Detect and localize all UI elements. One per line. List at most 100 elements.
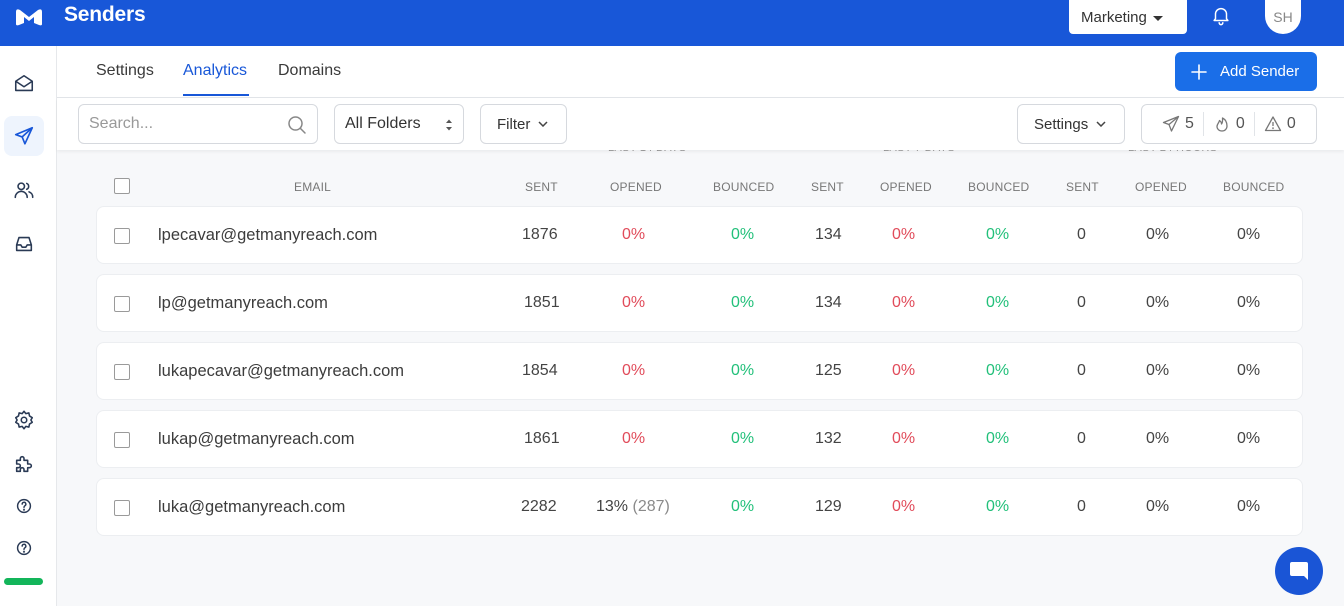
warning-count-value: 0	[1286, 115, 1296, 132]
settings-dropdown[interactable]: Settings	[1017, 104, 1125, 144]
bounced-14d: 0%	[731, 430, 755, 447]
sent-14d: 2282	[521, 498, 557, 515]
chevron-down-icon	[538, 121, 548, 127]
bounced-24h: 0%	[1237, 226, 1261, 243]
sidebar-item-unibox[interactable]	[4, 224, 44, 264]
sender-email[interactable]: lukap@getmanyreach.com	[158, 430, 355, 448]
opened-24h: 0%	[1146, 362, 1170, 379]
sender-email[interactable]: lpecavar@getmanyreach.com	[158, 226, 378, 244]
header-opened-14d[interactable]: OPENED	[610, 180, 662, 194]
header-opened-24h[interactable]: OPENED	[1135, 180, 1187, 194]
tab-analytics[interactable]: Analytics	[183, 62, 248, 79]
opened-14d: 13% (287)	[596, 498, 670, 516]
sent-14d: 1861	[524, 430, 560, 447]
warmup-count-value: 0	[1235, 115, 1245, 132]
filter-label: Filter	[497, 115, 531, 133]
bounced-14d: 0%	[731, 362, 755, 379]
folder-select[interactable]: All Folders	[334, 104, 464, 144]
sidebar-item-support[interactable]	[4, 528, 44, 568]
header-bounced-7d[interactable]: BOUNCED	[968, 180, 1030, 194]
warmup-count[interactable]: 0	[1202, 112, 1254, 136]
sender-email[interactable]: luka@getmanyreach.com	[158, 498, 346, 516]
sent-7d: 132	[815, 430, 842, 447]
tabs-bar: Settings Analytics Domains Add Sender	[57, 46, 1344, 98]
row-checkbox[interactable]	[114, 500, 130, 516]
sent-7d: 134	[815, 226, 842, 243]
opened-7d: 0%	[892, 362, 916, 379]
sidebar-item-help[interactable]	[4, 486, 44, 526]
sender-email[interactable]: lukapecavar@getmanyreach.com	[158, 362, 405, 380]
sidebar-item-integrations[interactable]	[4, 444, 44, 484]
sent-24h: 0	[1077, 226, 1086, 243]
sent-count[interactable]: 5	[1142, 112, 1203, 136]
header-sent-7d[interactable]: SENT	[811, 180, 844, 194]
sidebar-item-senders[interactable]	[4, 116, 44, 156]
opened-14d: 0%	[622, 294, 646, 311]
sent-24h: 0	[1077, 362, 1086, 379]
opened-14d: 0%	[622, 362, 646, 379]
opened-7d: 0%	[892, 294, 916, 311]
sent-24h: 0	[1077, 430, 1086, 447]
search-input[interactable]	[89, 105, 279, 143]
header-opened-7d[interactable]: OPENED	[880, 180, 932, 194]
table-row[interactable]: luka@getmanyreach.com 2282 13% (287) 0% …	[96, 478, 1303, 536]
select-all-checkbox[interactable]	[114, 178, 130, 194]
table-row[interactable]: lp@getmanyreach.com 1851 0% 0% 134 0% 0%…	[96, 274, 1303, 332]
opened-24h: 0%	[1146, 498, 1170, 515]
sent-14d: 1851	[524, 294, 560, 311]
sender-email[interactable]: lp@getmanyreach.com	[158, 294, 328, 312]
sent-7d: 129	[815, 498, 842, 515]
tab-settings[interactable]: Settings	[96, 62, 154, 79]
chevron-down-icon	[1096, 121, 1106, 127]
users-icon	[14, 182, 34, 199]
bounced-7d: 0%	[986, 362, 1010, 379]
opened-14d-rate: 13%	[596, 498, 629, 515]
header-bounced-14d[interactable]: BOUNCED	[713, 180, 775, 194]
avatar[interactable]: SH	[1265, 0, 1301, 34]
tab-domains[interactable]: Domains	[278, 62, 342, 79]
header-sent-24h[interactable]: SENT	[1066, 180, 1099, 194]
top-bar: Senders Marketing SH	[0, 0, 1344, 46]
add-sender-button[interactable]: Add Sender	[1175, 52, 1317, 91]
bounced-24h: 0%	[1237, 362, 1261, 379]
sidebar-item-inbox[interactable]	[4, 64, 44, 104]
active-tab-indicator	[183, 94, 249, 96]
bounced-24h: 0%	[1237, 430, 1261, 447]
status-indicator	[4, 578, 43, 585]
header-bounced-24h[interactable]: BOUNCED	[1223, 180, 1285, 194]
row-checkbox[interactable]	[114, 432, 130, 448]
bell-icon[interactable]	[1210, 4, 1232, 26]
inbox-envelope-icon	[14, 74, 34, 92]
row-checkbox[interactable]	[114, 296, 130, 312]
search-icon[interactable]	[287, 115, 307, 135]
sent-24h: 0	[1077, 498, 1086, 515]
table-row[interactable]: lukapecavar@getmanyreach.com 1854 0% 0% …	[96, 342, 1303, 400]
settings-dropdown-label: Settings	[1034, 115, 1089, 133]
filter-button[interactable]: Filter	[480, 104, 567, 144]
logo-icon[interactable]	[14, 6, 44, 26]
row-checkbox[interactable]	[114, 364, 130, 380]
sidebar-item-settings[interactable]	[4, 400, 44, 440]
header-email[interactable]: EMAIL	[294, 180, 332, 194]
status-counts: 5 0 0	[1141, 104, 1317, 144]
gear-icon	[14, 410, 34, 430]
table-row[interactable]: lukap@getmanyreach.com 1861 0% 0% 132 0%…	[96, 410, 1303, 468]
send-icon	[1162, 115, 1180, 132]
toolbar: All Folders Filter Settings 5 0	[57, 98, 1344, 150]
table-row[interactable]: lpecavar@getmanyreach.com 1876 0% 0% 134…	[96, 206, 1303, 264]
chat-widget-button[interactable]	[1275, 547, 1323, 595]
warning-count[interactable]: 0	[1253, 112, 1305, 136]
opened-7d: 0%	[892, 226, 916, 243]
opened-14d-count: (287)	[632, 498, 670, 515]
opened-14d: 0%	[622, 226, 646, 243]
search-box	[78, 104, 318, 144]
help-icon	[16, 540, 32, 556]
bounced-7d: 0%	[986, 294, 1010, 311]
workspace-select[interactable]: Marketing	[1069, 0, 1187, 34]
add-sender-label: Add Sender	[1220, 63, 1300, 80]
sent-7d: 125	[815, 362, 842, 379]
sent-24h: 0	[1077, 294, 1086, 311]
sidebar-item-contacts[interactable]	[4, 170, 44, 210]
row-checkbox[interactable]	[114, 228, 130, 244]
header-sent-14d[interactable]: SENT	[525, 180, 558, 194]
